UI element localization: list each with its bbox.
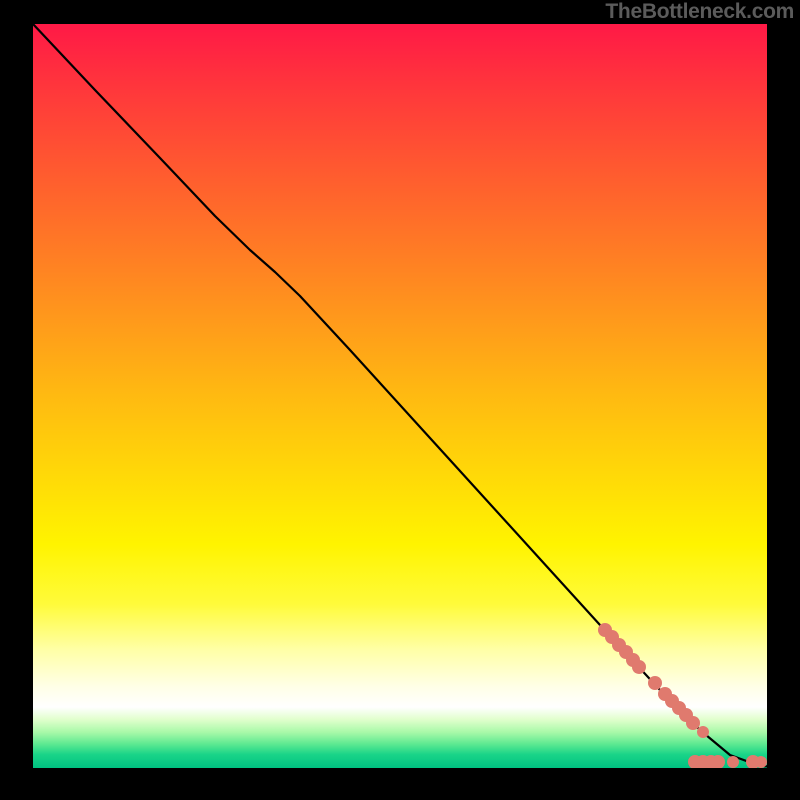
marker-dot <box>632 660 646 674</box>
plot-area <box>33 24 767 768</box>
marker-dot <box>686 716 700 730</box>
bottleneck-chart <box>0 0 800 800</box>
marker-dot <box>648 676 662 690</box>
marker-dot <box>727 756 739 768</box>
marker-dot <box>755 756 767 768</box>
marker-dot <box>711 755 725 769</box>
chart-container: TheBottleneck.com <box>0 0 800 800</box>
watermark-text: TheBottleneck.com <box>605 0 794 24</box>
marker-dot <box>697 726 709 738</box>
